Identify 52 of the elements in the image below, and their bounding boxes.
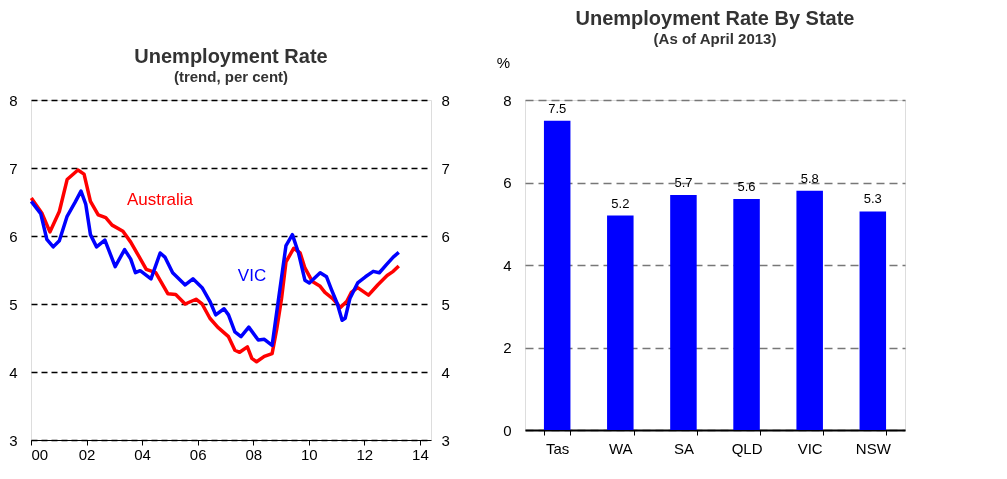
y-tick-label: 5 bbox=[9, 295, 18, 313]
y-tick-label: 8 bbox=[503, 91, 512, 109]
data-label: 5.2 bbox=[611, 195, 630, 211]
x-tick-label: 02 bbox=[78, 445, 96, 463]
x-tick-label: NSW bbox=[855, 439, 892, 457]
y-tick-label: 4 bbox=[503, 256, 512, 274]
data-label: 5.3 bbox=[863, 191, 882, 207]
x-tick-label: 10 bbox=[300, 445, 318, 463]
x-tick-label: VIC bbox=[797, 439, 823, 457]
x-tick-label: SA bbox=[673, 439, 694, 457]
chart-subtitle: (As of April 2013) bbox=[653, 30, 777, 47]
bar bbox=[796, 190, 823, 430]
x-tick-label: Tas bbox=[546, 439, 570, 457]
bar bbox=[543, 120, 571, 430]
y2-tick-label: 3 bbox=[441, 431, 450, 449]
bar bbox=[607, 215, 634, 430]
series-label: VIC bbox=[237, 266, 267, 285]
line-series bbox=[29, 168, 401, 364]
x-tick-label: 00 bbox=[31, 445, 49, 463]
y-tick-label: 3 bbox=[9, 431, 18, 449]
x-tick-label: 08 bbox=[245, 445, 263, 463]
y-tick-label: 6 bbox=[9, 227, 18, 245]
chart-subtitle: (trend, per cent) bbox=[173, 68, 289, 85]
x-tick-label: 06 bbox=[189, 445, 207, 463]
data-label: 7.5 bbox=[548, 100, 567, 116]
y-tick-label: 4 bbox=[9, 363, 18, 381]
x-tick-label: 14 bbox=[412, 445, 429, 463]
y-tick-label: 0 bbox=[503, 421, 512, 439]
bar bbox=[670, 194, 697, 430]
x-tick-label: 12 bbox=[356, 445, 374, 463]
y-tick-label: 8 bbox=[9, 91, 18, 109]
y2-tick-label: 8 bbox=[441, 91, 450, 109]
x-tick-label: WA bbox=[609, 439, 633, 457]
data-label: 5.7 bbox=[674, 174, 693, 190]
x-tick-label: 04 bbox=[134, 445, 151, 463]
y2-tick-label: 7 bbox=[441, 159, 450, 177]
y2-tick-label: 6 bbox=[441, 227, 450, 245]
y2-tick-label: 4 bbox=[441, 363, 450, 381]
data-label: 5.6 bbox=[737, 179, 756, 194]
y-tick-label: 2 bbox=[503, 339, 512, 356]
y-axis-title: % bbox=[496, 53, 511, 71]
y-tick-label: 7 bbox=[9, 159, 18, 177]
y-tick-label: 6 bbox=[503, 174, 512, 191]
series-label: Australia bbox=[126, 190, 194, 209]
line-series bbox=[29, 189, 401, 348]
chart-title: Unemployment Rate bbox=[134, 45, 328, 67]
chart-title: Unemployment Rate By State bbox=[575, 7, 855, 29]
x-tick-label: QLD bbox=[731, 439, 763, 457]
data-label: 5.8 bbox=[800, 170, 819, 186]
bar bbox=[733, 199, 760, 430]
y2-tick-label: 5 bbox=[441, 295, 450, 313]
bar bbox=[859, 211, 887, 430]
